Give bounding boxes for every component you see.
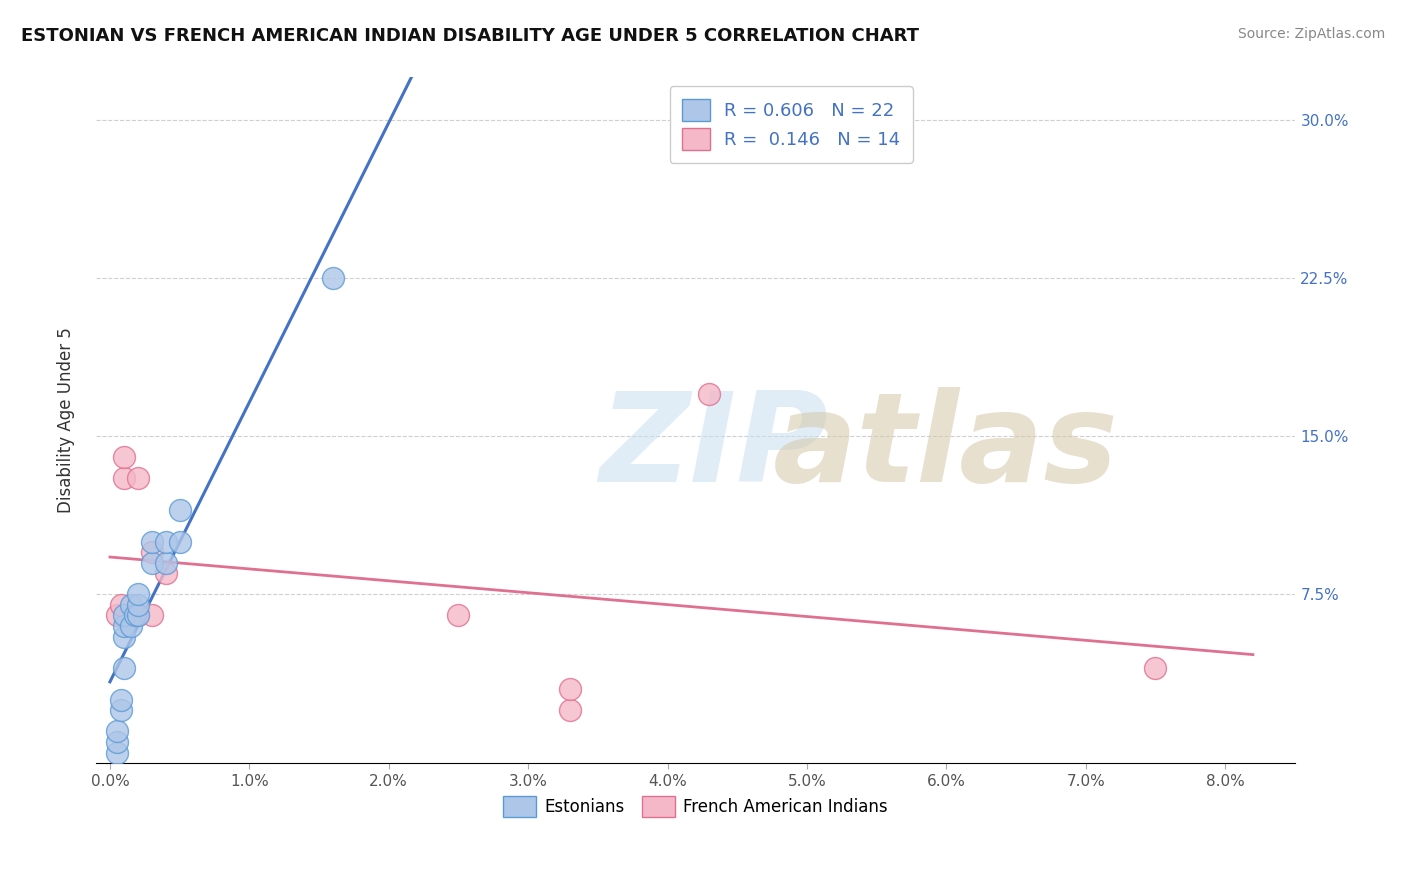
Legend: Estonians, French American Indians: Estonians, French American Indians [496,789,894,823]
Point [155,566,177,581]
Text: ZIP: ZIP [599,387,828,508]
Point [141,534,163,549]
Point [105,608,128,623]
Text: ESTONIAN VS FRENCH AMERICAN INDIAN DISABILITY AGE UNDER 5 CORRELATION CHART: ESTONIAN VS FRENCH AMERICAN INDIAN DISAB… [21,27,920,45]
Point [141,608,163,623]
Text: atlas: atlas [773,387,1119,508]
Point [169,534,191,549]
Point [112,450,135,465]
Point [558,703,581,717]
Point [112,619,135,633]
Point [447,608,470,623]
Point [322,271,344,285]
Point [105,746,128,760]
Point [110,703,132,717]
Point [127,587,149,601]
Point [699,387,721,401]
Point [120,619,142,633]
Point [169,503,191,517]
Point [105,724,128,739]
Point [112,471,135,485]
Point [155,556,177,570]
Point [127,608,149,623]
Point [112,630,135,644]
Point [127,608,149,623]
Point [112,608,135,623]
Point [105,735,128,749]
Point [155,534,177,549]
Point [1144,661,1167,675]
Point [120,598,142,612]
Point [110,693,132,707]
Point [558,682,581,697]
Point [127,471,149,485]
Text: Source: ZipAtlas.com: Source: ZipAtlas.com [1237,27,1385,41]
Point [127,598,149,612]
Point [141,556,163,570]
Point [112,661,135,675]
Y-axis label: Disability Age Under 5: Disability Age Under 5 [58,327,75,513]
Point [141,545,163,559]
Point [110,598,132,612]
Point [124,608,146,623]
